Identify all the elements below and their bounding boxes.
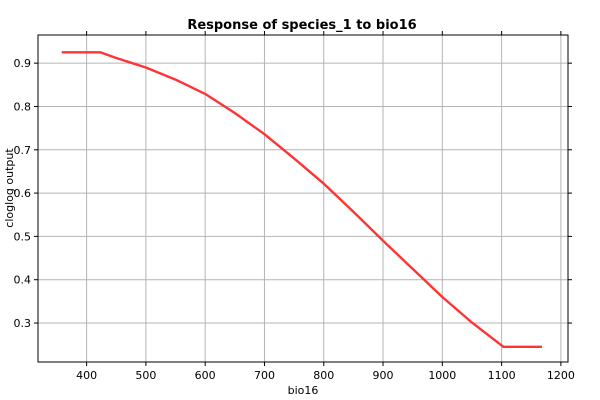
- y-axis-label: cloglog output: [3, 148, 16, 228]
- axis-ticks: 400 500 600 700 800 900 1000 1100 1200 0.3 0.4 0.5 0…: [14, 31, 575, 382]
- y-tick-label: 0.7: [14, 144, 32, 157]
- x-tick-label: 1000: [428, 369, 456, 382]
- plot-area: [37, 34, 569, 363]
- grid-lines: [38, 35, 568, 362]
- x-tick-label: 1100: [488, 369, 516, 382]
- x-axis-label: bio16: [288, 384, 319, 397]
- x-tick-label: 700: [254, 369, 275, 382]
- y-tick-label: 0.9: [14, 57, 32, 70]
- x-tick-label: 1200: [547, 369, 575, 382]
- chart-title: Response of species_1 to bio16: [187, 18, 416, 33]
- x-tick-label: 800: [313, 369, 334, 382]
- y-tick-label: 0.6: [14, 187, 32, 200]
- y-tick-label: 0.8: [14, 100, 32, 113]
- y-tick-label: 0.4: [14, 274, 32, 287]
- x-tick-label: 400: [76, 369, 97, 382]
- x-tick-label: 500: [135, 369, 156, 382]
- y-tick-label: 0.3: [14, 317, 32, 330]
- response-curve: [61, 51, 542, 348]
- y-tick-label: 0.5: [14, 230, 32, 243]
- x-tick-label: 600: [195, 369, 216, 382]
- plot-frame: [37, 34, 569, 363]
- x-tick-label: 900: [373, 369, 394, 382]
- series-layer: [61, 51, 542, 348]
